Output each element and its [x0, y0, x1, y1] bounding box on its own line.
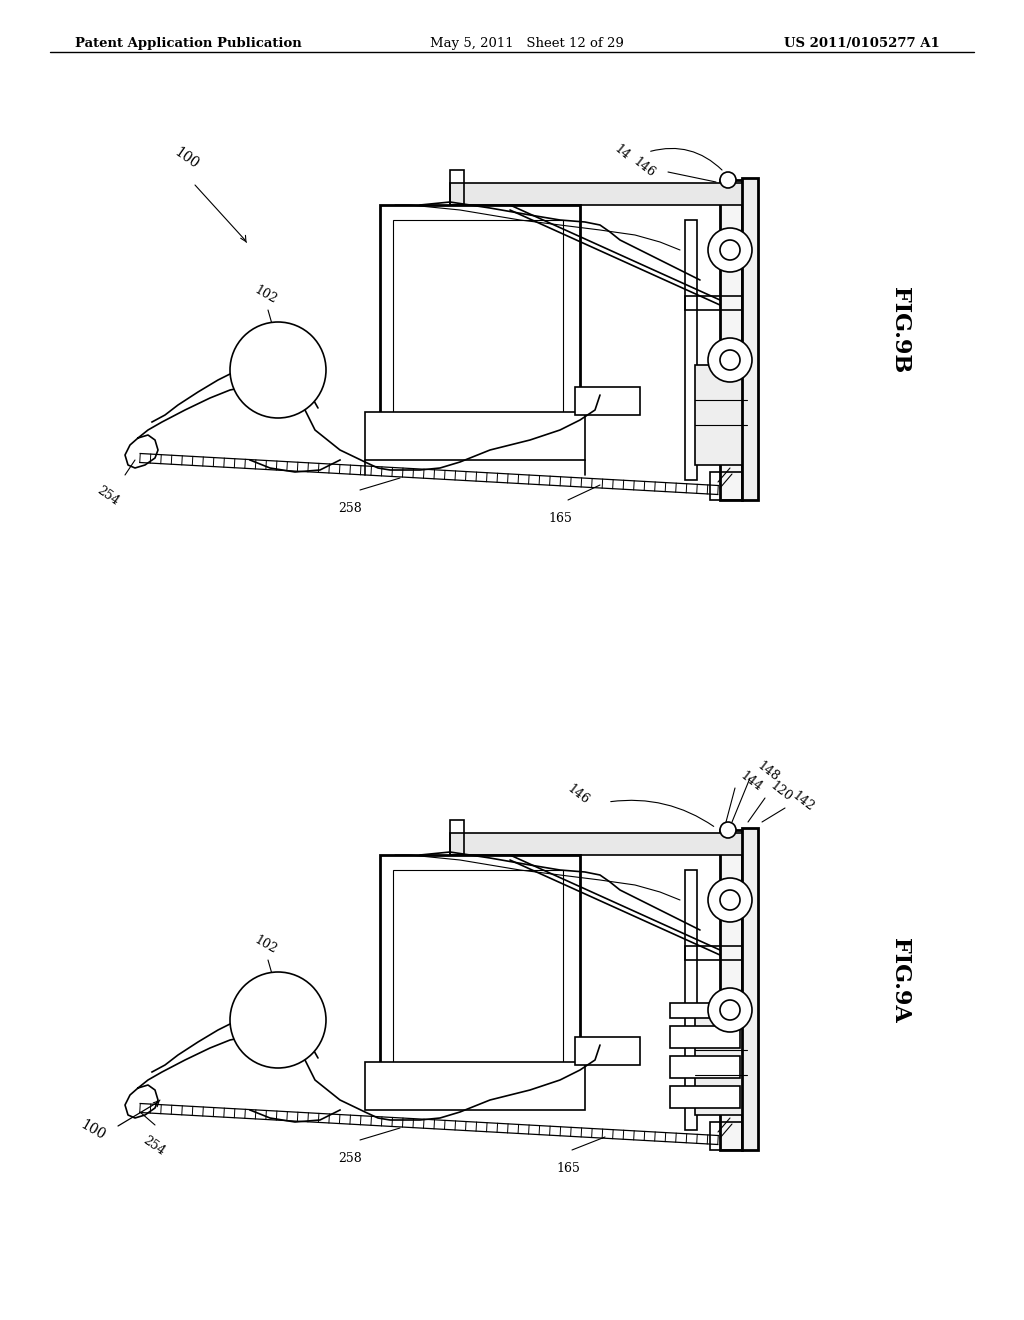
- Bar: [575, 1038, 640, 1065]
- Bar: [685, 296, 745, 310]
- Text: 100: 100: [172, 145, 202, 172]
- Bar: [365, 1063, 585, 1110]
- Circle shape: [708, 228, 752, 272]
- Text: 144: 144: [738, 770, 765, 795]
- Bar: [393, 220, 563, 414]
- Bar: [685, 946, 745, 960]
- Bar: [450, 833, 745, 855]
- Bar: [380, 205, 580, 430]
- Circle shape: [230, 972, 326, 1068]
- Text: 258: 258: [338, 502, 361, 515]
- Bar: [742, 178, 758, 500]
- Bar: [365, 412, 585, 459]
- Bar: [742, 828, 758, 1150]
- Text: 102: 102: [252, 284, 280, 306]
- Text: 102: 102: [252, 933, 280, 957]
- Bar: [720, 180, 742, 500]
- Bar: [710, 1122, 755, 1150]
- Text: 146: 146: [565, 783, 592, 808]
- Text: 165: 165: [548, 512, 572, 525]
- Bar: [380, 855, 580, 1080]
- Bar: [670, 1056, 740, 1078]
- Bar: [685, 870, 697, 1130]
- Circle shape: [708, 987, 752, 1032]
- Text: Patent Application Publication: Patent Application Publication: [75, 37, 302, 50]
- Bar: [670, 1086, 740, 1107]
- Text: 100: 100: [78, 1117, 108, 1143]
- Bar: [710, 473, 755, 500]
- Circle shape: [720, 1001, 740, 1020]
- Bar: [450, 820, 464, 855]
- Text: May 5, 2011   Sheet 12 of 29: May 5, 2011 Sheet 12 of 29: [430, 37, 624, 50]
- Bar: [695, 1015, 746, 1115]
- Text: 258: 258: [338, 1152, 361, 1166]
- Circle shape: [230, 322, 326, 418]
- Circle shape: [720, 240, 740, 260]
- Bar: [575, 387, 640, 414]
- Bar: [450, 183, 745, 205]
- Text: 165: 165: [556, 1162, 580, 1175]
- Text: 148: 148: [755, 759, 782, 784]
- Bar: [685, 220, 697, 480]
- Text: 254: 254: [94, 484, 122, 508]
- Text: FIG.9B: FIG.9B: [889, 286, 911, 374]
- Text: 14: 14: [611, 141, 632, 162]
- Bar: [670, 1026, 740, 1048]
- Text: 146: 146: [631, 156, 658, 181]
- Bar: [393, 870, 563, 1065]
- Text: 142: 142: [790, 789, 817, 814]
- Circle shape: [708, 338, 752, 381]
- Text: 254: 254: [140, 1134, 167, 1158]
- Circle shape: [720, 822, 736, 838]
- Bar: [695, 366, 746, 465]
- Circle shape: [708, 878, 752, 921]
- Bar: [670, 1003, 740, 1018]
- Bar: [450, 170, 464, 205]
- Bar: [720, 830, 742, 1150]
- Text: US 2011/0105277 A1: US 2011/0105277 A1: [784, 37, 940, 50]
- Circle shape: [720, 350, 740, 370]
- Circle shape: [720, 172, 736, 187]
- Circle shape: [720, 890, 740, 909]
- Text: 120: 120: [768, 780, 795, 804]
- Text: FIG.9A: FIG.9A: [889, 937, 911, 1023]
